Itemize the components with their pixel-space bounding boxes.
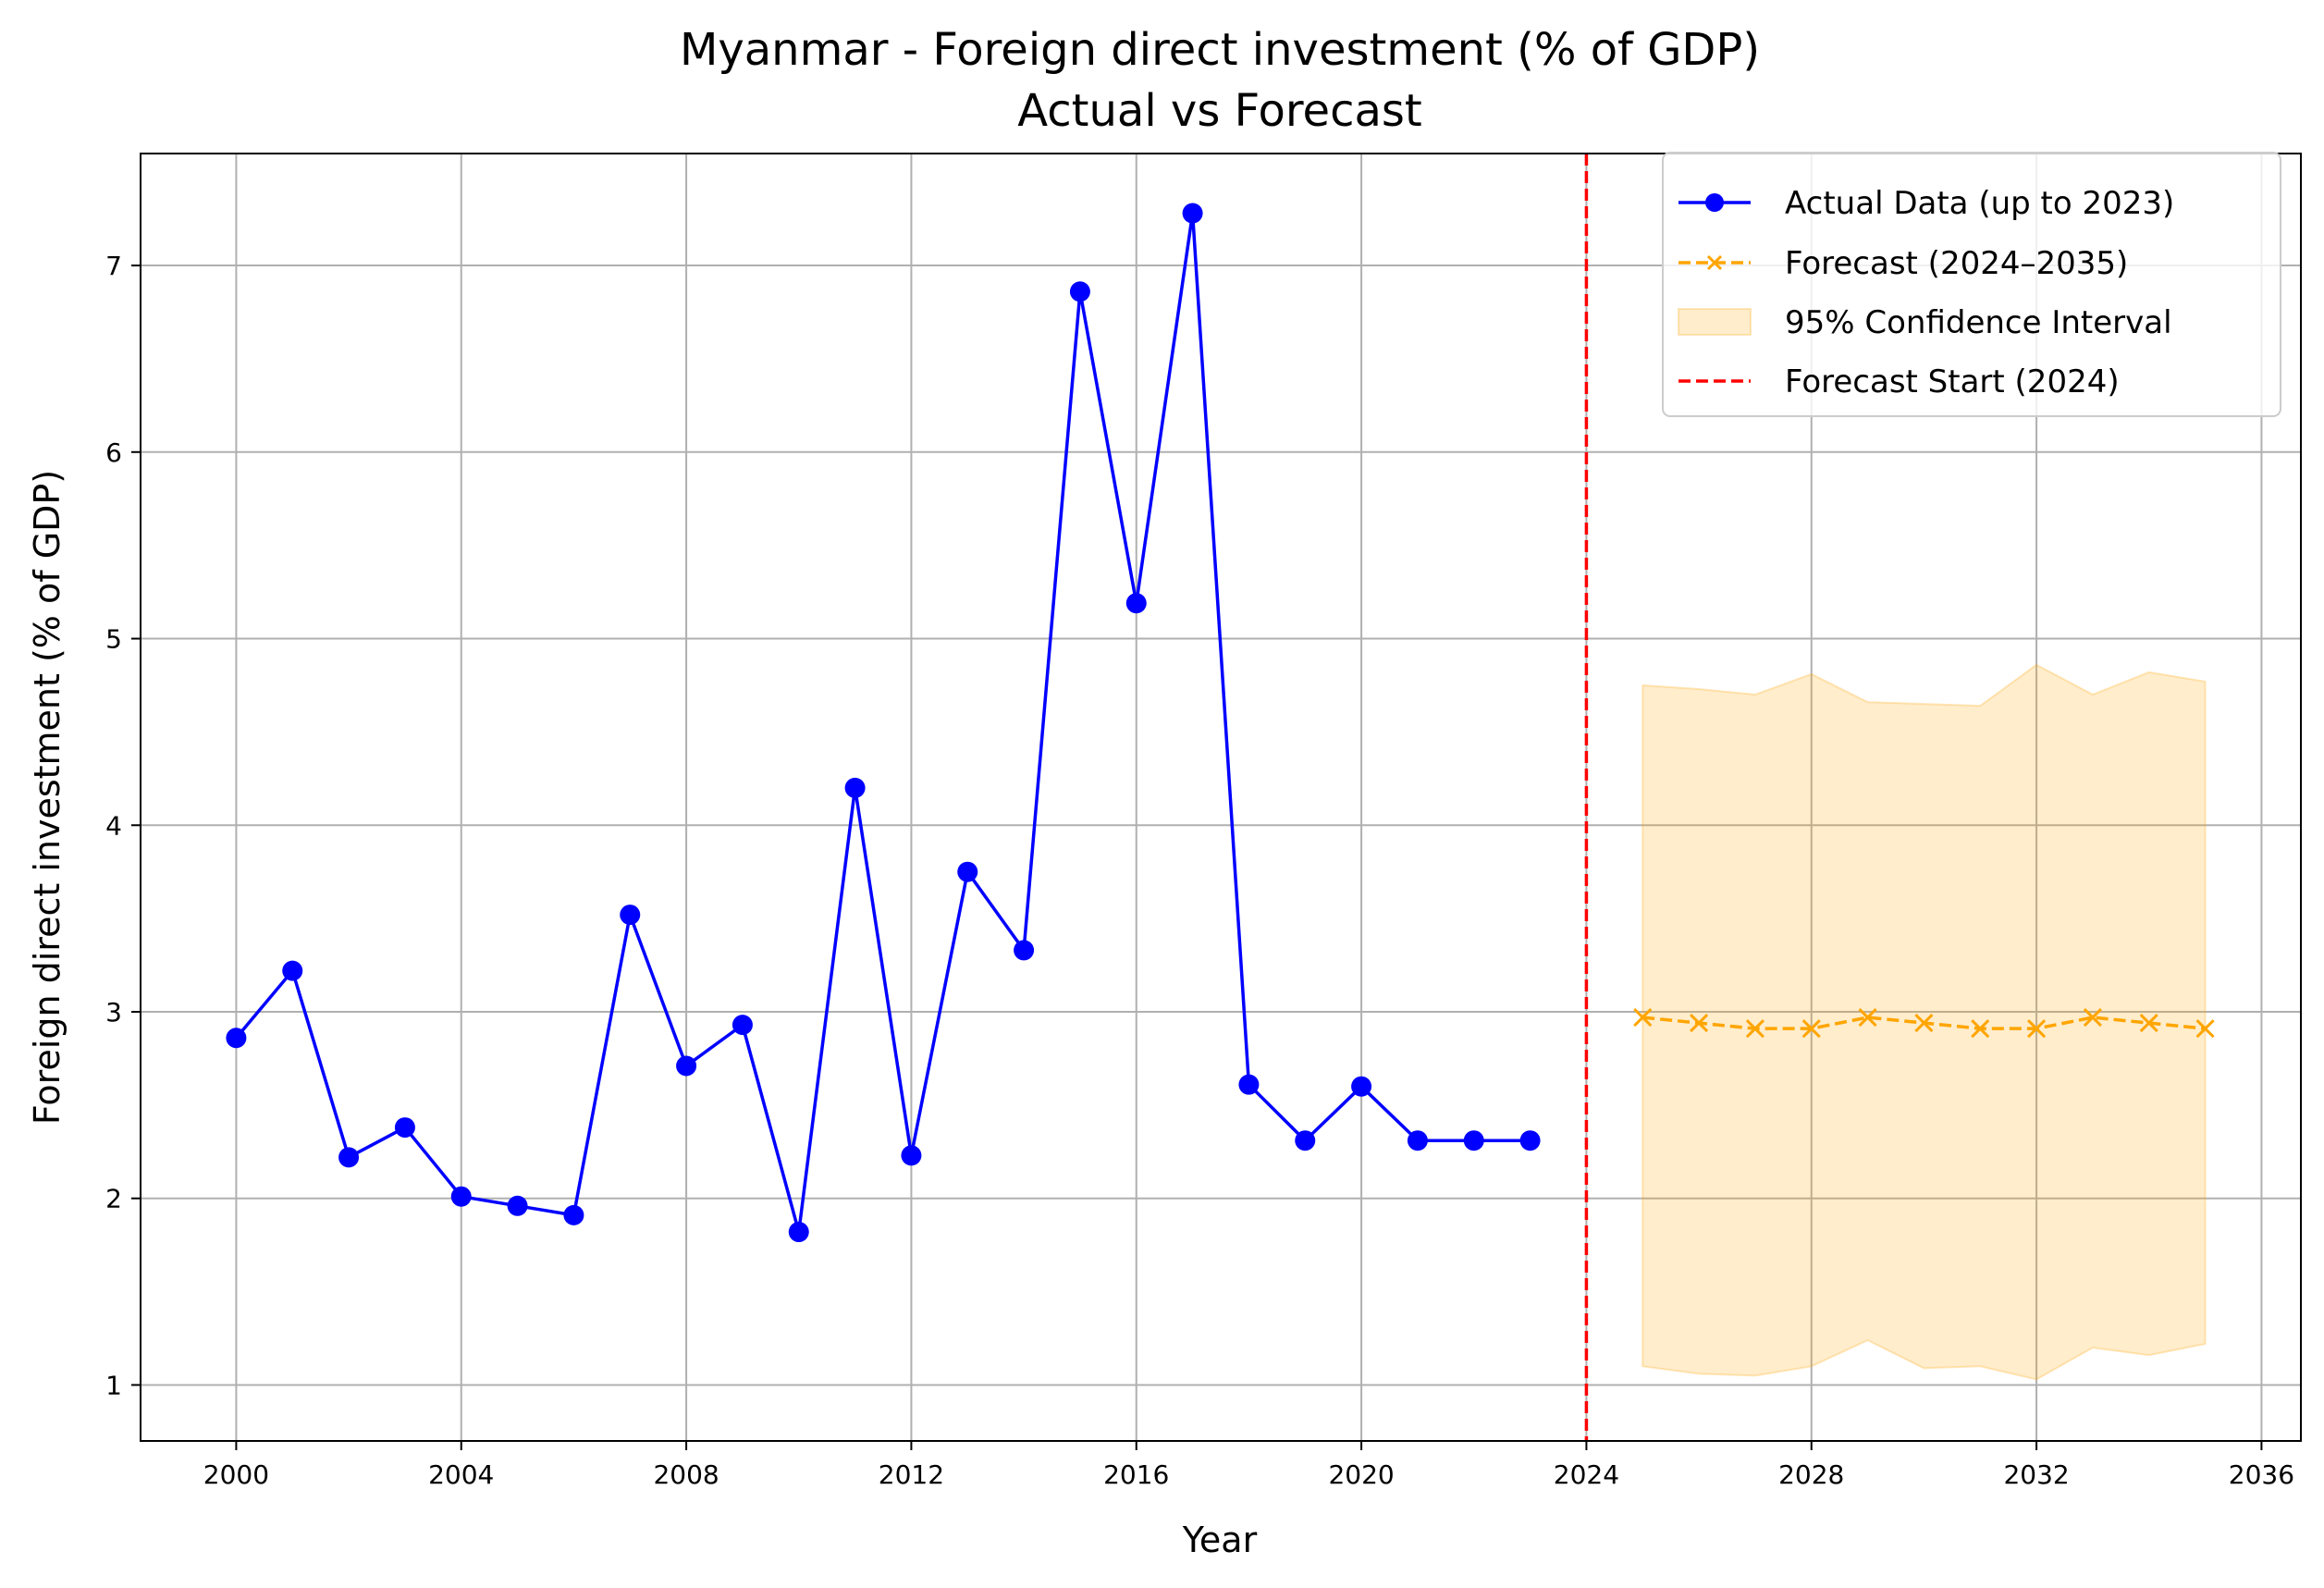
y-tick-label: 1 <box>105 1370 122 1400</box>
y-tick-label: 5 <box>105 624 122 655</box>
x-tick-label: 2032 <box>2003 1459 2069 1490</box>
forecast-point <box>1914 1014 1934 1033</box>
forecast-point <box>1801 1019 1821 1039</box>
actual-point <box>1351 1076 1372 1097</box>
actual-point <box>226 1028 247 1049</box>
actual-point <box>1069 281 1090 302</box>
forecast-point <box>1633 1007 1653 1028</box>
actual-point <box>394 1117 415 1139</box>
y-axis-label: Foreign direct investment (% of GDP) <box>27 470 68 1125</box>
x-tick-label: 2008 <box>653 1459 719 1490</box>
x-tick-label: 2028 <box>1778 1459 1844 1490</box>
x-tick-label: 2012 <box>879 1459 944 1490</box>
actual-point <box>788 1222 809 1243</box>
plot-frame <box>140 153 2302 1442</box>
chart-subtitle: Actual vs Forecast <box>1017 85 1421 137</box>
y-axis-ticks: 1 2 3 4 5 6 7 <box>105 251 141 1400</box>
legend-ci-label: 95% Confidence Interval <box>1785 304 2172 341</box>
actual-point <box>450 1186 472 1207</box>
actual-point <box>901 1145 922 1166</box>
forecast-point <box>1858 1007 1877 1028</box>
forecast-series <box>1633 1007 2215 1039</box>
actual-series <box>226 203 1541 1243</box>
forecast-point <box>1745 1019 1765 1039</box>
y-tick-label: 6 <box>105 437 122 468</box>
actual-point <box>338 1147 360 1168</box>
actual-point <box>1182 203 1203 224</box>
actual-point <box>1519 1130 1541 1151</box>
actual-point <box>732 1015 753 1036</box>
x-tick-label: 2000 <box>203 1459 269 1490</box>
legend-actual-label: Actual Data (up to 2023) <box>1785 185 2174 222</box>
x-tick-label: 2004 <box>428 1459 494 1490</box>
x-tick-label: 2024 <box>1554 1459 1619 1490</box>
legend: Actual Data (up to 2023) Forecast (2024–… <box>1662 152 2281 417</box>
legend-actual-marker <box>1705 193 1724 212</box>
x-tick-label: 2016 <box>1103 1459 1169 1490</box>
actual-point <box>1125 593 1147 614</box>
actual-point <box>1238 1074 1260 1095</box>
forecast-point <box>2195 1019 2215 1039</box>
y-tick-label: 4 <box>105 810 122 841</box>
actual-point <box>844 777 866 798</box>
y-tick-label: 2 <box>105 1184 122 1214</box>
actual-point <box>1014 940 1035 961</box>
actual-point <box>1463 1130 1484 1151</box>
forecast-point <box>1690 1014 1709 1033</box>
forecast-point <box>1971 1019 1990 1039</box>
legend-forecast-label: Forecast (2024–2035) <box>1785 245 2128 282</box>
legend-forecast-start-label: Forecast Start (2024) <box>1785 363 2120 400</box>
actual-point <box>957 861 978 882</box>
actual-point <box>676 1055 697 1077</box>
x-tick-label: 2036 <box>2229 1459 2294 1490</box>
chart-title: Myanmar - Foreign direct investment (% o… <box>680 24 1760 76</box>
actual-point <box>563 1204 584 1225</box>
actual-line <box>235 211 1531 1234</box>
forecast-point <box>2139 1014 2158 1033</box>
legend-forecast-marker <box>1706 254 1723 271</box>
forecast-point <box>2027 1019 2047 1039</box>
actual-point <box>620 905 641 926</box>
legend-frame <box>1662 152 2281 417</box>
forecast-point <box>2083 1007 2102 1028</box>
x-tick-label: 2020 <box>1328 1459 1394 1490</box>
x-axis-ticks: 2000 2004 2008 2012 2016 2020 2024 2028 2032 2036 <box>203 1441 2294 1490</box>
x-axis-label: Year <box>1182 1520 1258 1560</box>
actual-point <box>507 1195 528 1216</box>
actual-point <box>282 960 303 981</box>
y-tick-label: 3 <box>105 997 122 1028</box>
legend-ci-swatch <box>1678 308 1752 336</box>
actual-point <box>1407 1130 1428 1151</box>
y-tick-label: 7 <box>105 251 122 281</box>
actual-point <box>1295 1130 1316 1151</box>
